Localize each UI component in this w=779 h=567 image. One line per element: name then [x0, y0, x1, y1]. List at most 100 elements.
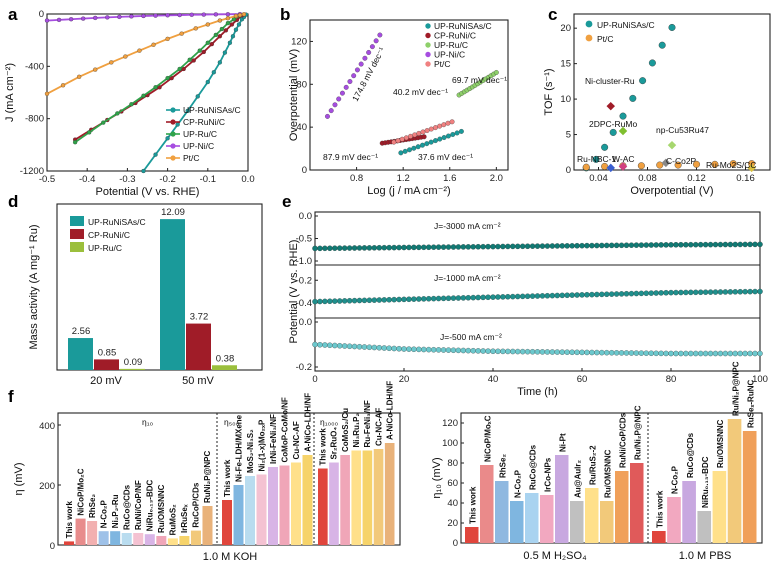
panel-b-series-point — [403, 135, 409, 141]
panel-e-series-point — [584, 291, 590, 298]
panel-f-left-bar — [190, 530, 201, 545]
panel-b-series-point — [343, 84, 349, 90]
panel-b-legend-marker — [425, 51, 431, 58]
panel-b-series-point — [369, 44, 375, 50]
panel-c-reference-label: W-AC — [612, 154, 635, 164]
panel-e-series-point — [589, 242, 595, 249]
panel-e-ytick-label: -0.2 — [296, 275, 312, 286]
panel-a-xtick-label: 0.0 — [241, 174, 254, 185]
panel-e-series-point — [366, 297, 373, 303]
panel-f-left-bar-label: A-NiCo-LDH/NF — [303, 393, 312, 452]
panel-f-left-bar-label: Sr₂RuO₄ — [330, 427, 339, 460]
panel-e-series-point — [608, 242, 615, 249]
panel-f-right-bar-label: RhSe₂ — [499, 454, 508, 478]
panel-label-b: b — [280, 5, 290, 24]
panel-e-series-point — [450, 347, 457, 353]
panel-c-reference-label: 2DPC-RuMo — [589, 119, 637, 129]
panel-b-series-point — [428, 139, 434, 145]
panel-e-series-point — [336, 245, 343, 251]
panel-a-series-point — [187, 57, 192, 62]
panel-e-series-point — [702, 241, 709, 248]
panel-f-right-bar-label: IrCo-NPs — [544, 457, 553, 492]
panel-e-series-point — [707, 289, 714, 295]
panel-c-legend-label: Pt/C — [597, 34, 614, 44]
panel-a-series-point — [179, 31, 184, 36]
panel-b-legend-label: UP-Ru/C — [434, 40, 468, 50]
panel-e-series-point — [554, 349, 561, 355]
panel-a-series-point — [233, 27, 239, 32]
panel-e-series-point — [594, 349, 600, 356]
panel-label-d: d — [8, 192, 18, 211]
panel-e-series-point — [564, 292, 570, 298]
panel-e-series-point — [727, 350, 734, 357]
panel-e-series-point — [692, 350, 699, 357]
panel-b-series-point — [398, 150, 404, 156]
panel-e-series-point — [332, 298, 338, 304]
panel-e-series-point — [361, 297, 368, 304]
panel-f-left-bar — [233, 485, 244, 545]
panel-e-series-point — [638, 242, 645, 248]
panel-f-left-bar-label: IrRuSeₓ — [180, 504, 189, 533]
panel-d-legend-swatch — [70, 216, 84, 226]
panel-e-series-point — [510, 348, 516, 355]
panel-e-series-point — [327, 298, 333, 304]
panel-e-series-point — [544, 243, 551, 249]
panel-c-reference-label: np-Cu53Ru47 — [656, 125, 709, 135]
panel-e-series-point — [623, 350, 630, 356]
panel-b-ytick-label: 80 — [296, 79, 307, 90]
panel-d-bar-value: 0.38 — [216, 353, 235, 364]
panel-f-left-ytick-label: 0 — [50, 541, 55, 552]
panel-a-series-point — [241, 12, 247, 17]
panel-c-series-point — [656, 161, 664, 169]
panel-f-left-bar-label: RuNi₂P@NPC — [203, 451, 212, 503]
panel-e-series-point — [391, 345, 397, 352]
panel-e-series-point — [406, 296, 412, 302]
panel-a-xtick-label: -0.2 — [159, 174, 175, 185]
panel-f-left-bar-label: MoS₂-Ni₃S₂ — [246, 429, 255, 473]
panel-f-left-bar-label: CoMoP-CoMo/NF — [280, 397, 289, 462]
panel-e-series-point — [643, 290, 650, 296]
panel-a-series-point — [165, 36, 170, 42]
panel-f-left-bar — [245, 476, 255, 545]
panel-b-series-point — [433, 125, 438, 131]
panel-f-right-bar — [615, 471, 629, 543]
panel-f-left-bar — [222, 500, 232, 545]
panel-e-series-point — [663, 350, 669, 357]
panel-a-series-point — [151, 42, 156, 47]
panel-f-left-bar — [302, 455, 313, 545]
panel-b-xtick-label: 1.6 — [443, 173, 456, 184]
panel-e-series-point — [663, 242, 669, 248]
panel-b-series-point — [332, 102, 338, 108]
panel-f-left-bar-label: Ru-FeNi₃/NF — [363, 400, 372, 447]
panel-b-legend-label: UP-Ni/C — [434, 50, 465, 60]
panel-b-legend-marker — [425, 61, 431, 67]
panel-f-right-bar — [630, 463, 644, 543]
panel-b-series-point — [445, 120, 451, 126]
panel-f-right-bar — [525, 493, 539, 543]
panel-b-series-point — [454, 130, 460, 136]
panel-c-ytick-label: 10 — [560, 94, 571, 105]
panel-f-left-bar-label: RuMoS₂ — [169, 504, 178, 536]
panel-a-series-line — [46, 13, 245, 95]
panel-b-series-point — [362, 55, 368, 61]
panel-f-left-bar-label: Ni-Fe-LDH/MXene — [234, 414, 243, 482]
panel-e-series-point — [737, 288, 743, 295]
panel-f-right-ytick-label: 100 — [442, 438, 458, 449]
panel-c-frame — [573, 13, 771, 171]
panel-b-series-point — [391, 139, 397, 145]
panel-e-series-point — [440, 244, 447, 250]
panel-b-series-point — [347, 79, 353, 84]
panel-f-right-bar — [555, 455, 569, 543]
panel-e-series-point — [559, 243, 565, 249]
panel-f-right-bar-label: NiRu₀.₁₃-BDC — [701, 456, 710, 508]
panel-d-legend-label: UP-Ru/C — [88, 243, 122, 253]
panel-f-left-bar-label: This work — [65, 501, 74, 539]
panel-e-series-point — [688, 350, 694, 357]
panel-e-series-point — [500, 243, 506, 250]
panel-a-ytick-label: -1200 — [20, 166, 44, 177]
panel-f-right-bar — [465, 527, 479, 543]
panel-e-series-point — [406, 244, 412, 251]
panel-c-series-point — [619, 112, 627, 120]
panel-b-series-point — [437, 123, 443, 129]
panel-d-frame — [56, 203, 263, 371]
